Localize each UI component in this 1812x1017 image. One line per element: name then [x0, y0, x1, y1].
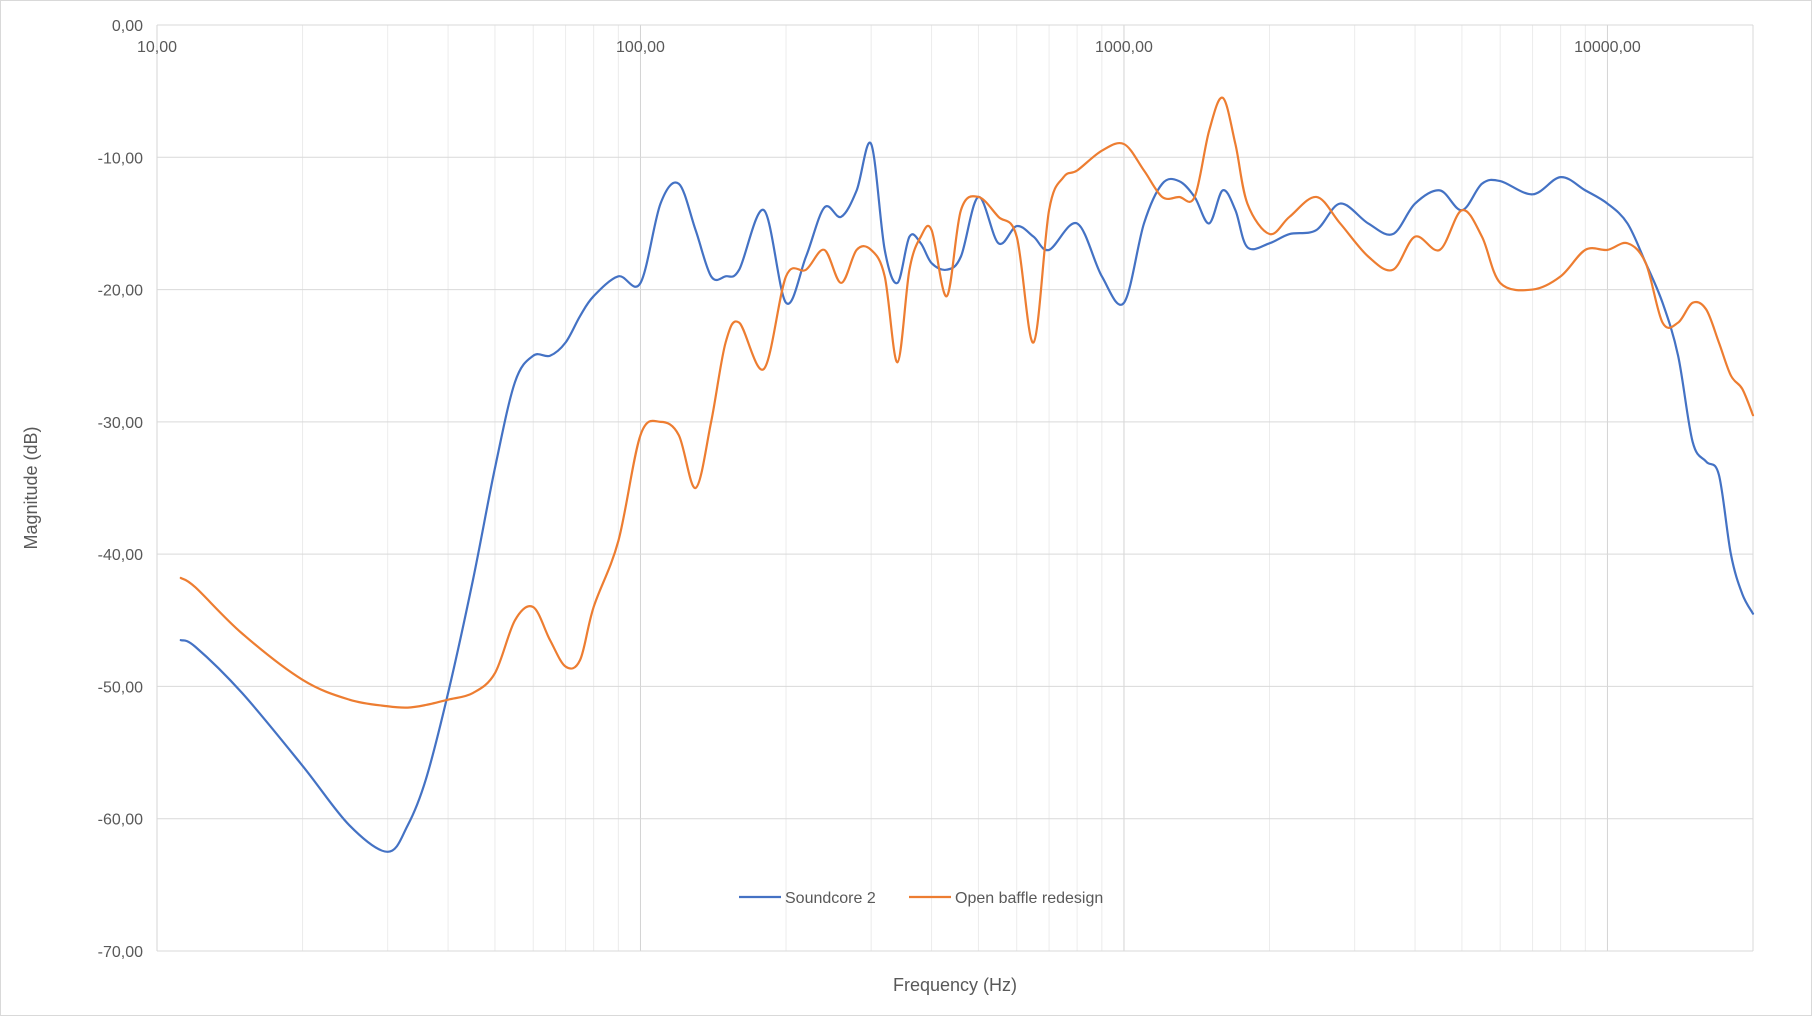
y-tick-label: -40,00	[98, 547, 143, 564]
gridlines	[156, 24, 1754, 952]
x-tick-label: 100,00	[616, 39, 665, 56]
y-tick-label: -10,00	[98, 150, 143, 167]
y-tick-label: 0,00	[112, 18, 143, 35]
y-tick-label: -30,00	[98, 415, 143, 432]
series-line-open-baffle-redesign	[179, 96, 1755, 709]
y-axis-ticks: 0,00 -10,00 -20,00 -30,00 -40,00 -50,00 -60,00…	[98, 18, 143, 961]
x-tick-label: 10,00	[137, 39, 177, 56]
series-line-soundcore-2	[179, 141, 1755, 853]
y-axis-title: Magnitude (dB)	[21, 426, 41, 549]
x-tick-label: 1000,00	[1095, 39, 1153, 56]
x-axis-ticks: 10,00 100,00 1000,00 10000,00	[137, 39, 1641, 56]
legend-label: Open baffle redesign	[955, 890, 1103, 907]
y-tick-label: -60,00	[98, 812, 143, 829]
series-lines	[179, 96, 1755, 853]
y-tick-label: -70,00	[98, 944, 143, 961]
legend: Soundcore 2 Open baffle redesign	[739, 890, 1103, 907]
x-tick-label: 10000,00	[1574, 39, 1641, 56]
x-axis-title: Frequency (Hz)	[893, 975, 1017, 995]
y-tick-label: -20,00	[98, 283, 143, 300]
y-tick-label: -50,00	[98, 679, 143, 696]
legend-label: Soundcore 2	[785, 890, 876, 907]
